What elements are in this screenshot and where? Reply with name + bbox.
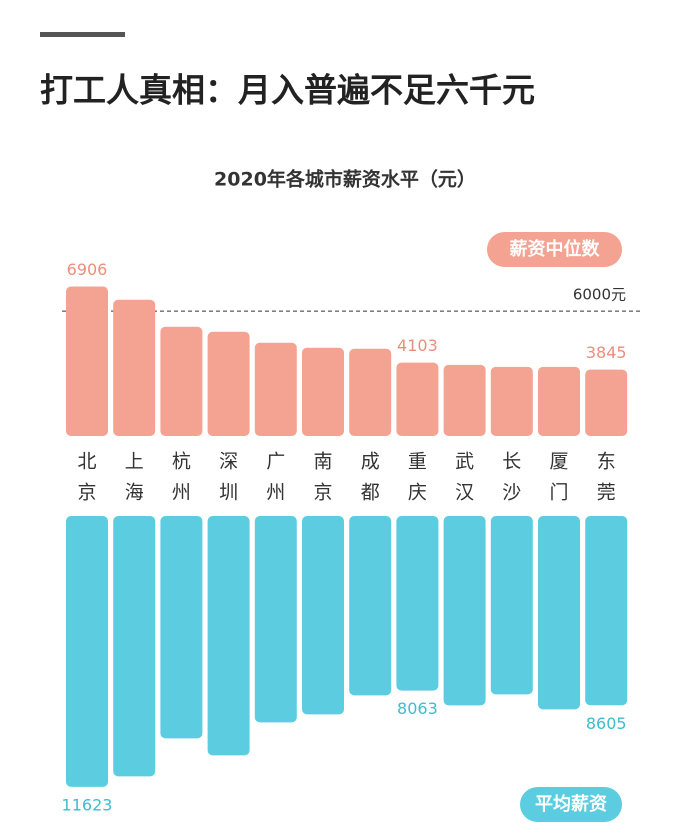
data-label: 11623 [62,795,113,814]
category-label: 沙 [502,482,521,504]
data-label: 4103 [397,336,438,355]
bar [443,364,486,436]
category-label: 京 [77,482,96,504]
category-label: 海 [125,482,144,504]
legend-pill [520,787,622,822]
bar [254,516,297,723]
category-label: 都 [361,482,380,504]
bar [490,516,533,695]
bar [160,326,203,436]
bar [396,362,439,436]
bar [113,299,156,436]
category-label: 北 [77,451,96,473]
category-label: 门 [549,482,568,504]
category-label: 厦 [549,451,568,473]
category-label: 上 [125,451,144,473]
bar [302,516,344,715]
bar [207,331,250,436]
category-label: 长 [502,451,521,473]
bar [396,516,439,691]
bar [113,516,156,777]
category-label: 京 [313,482,332,504]
bar [585,369,628,436]
category-label: 莞 [597,482,616,504]
legend-pill [487,232,622,267]
bar [207,516,250,756]
bar [66,516,108,787]
category-label: 深 [219,451,238,473]
bar [66,286,108,436]
bar [302,347,344,436]
bar [443,516,486,706]
category-label: 成 [361,451,380,473]
data-label: 3845 [586,343,627,362]
bar [160,516,203,739]
bar [490,366,533,436]
category-label: 庆 [408,482,427,504]
category-label: 州 [172,482,191,504]
category-label: 广 [266,451,285,473]
category-label: 武 [455,451,474,473]
legend-label: 薪资中位数 [510,238,601,260]
bar [538,366,580,436]
bar [538,516,580,710]
category-label: 杭 [172,451,191,473]
category-label: 重 [408,451,427,473]
category-label: 东 [597,451,616,473]
category-label: 南 [313,451,332,473]
reference-label: 6000元 [573,286,626,304]
data-label: 8605 [586,714,627,733]
bar [254,342,297,436]
bar [585,516,628,706]
bar [349,348,392,436]
legend-label: 平均薪资 [535,793,607,815]
category-label: 圳 [219,482,238,504]
data-label: 6906 [67,260,108,279]
chart-title: 打工人真相：月入普遍不足六千元 [40,71,535,110]
data-label: 8063 [397,699,438,718]
category-label: 汉 [455,482,474,504]
decor-bar [40,32,125,37]
category-label: 州 [266,482,285,504]
chart-subtitle: 2020年各城市薪资水平（元） [214,168,476,191]
bar [349,516,392,696]
